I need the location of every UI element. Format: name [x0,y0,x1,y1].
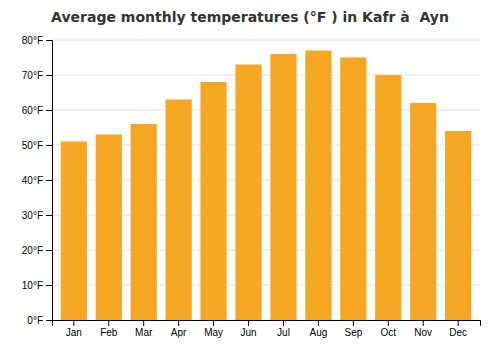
chart: Average monthly temperatures (°F ) in Ka… [0,0,500,350]
y-tick-mark [46,215,52,216]
y-tick: 50°F [22,140,52,151]
x-tick-mark [108,320,109,326]
x-tick-label: Jan [66,327,82,338]
y-tick: 70°F [22,70,52,81]
x-tick: Feb [100,320,118,338]
y-tick: 40°F [22,175,52,186]
x-tick: Oct [381,320,397,338]
x-axis-line [53,321,481,327]
x-tick: Jul [277,320,290,338]
x-tick-mark [73,320,74,326]
bar [410,103,436,320]
bar [340,58,366,321]
bar [96,135,122,321]
x-tick-label: Dec [449,327,467,338]
y-axis: 0°F 10°F 20°F 30°F 40°F 50°F 60°F 70°F 80°F [22,35,53,326]
x-tick: Sep [344,320,362,338]
y-tick: 80°F [22,35,52,46]
y-tick: 10°F [22,280,52,291]
bars [61,51,472,321]
x-tick-mark [353,320,354,326]
y-tick-mark [46,250,52,251]
y-tick-label: 0°F [27,315,43,326]
y-tick: 20°F [22,245,52,256]
x-tick-label: Apr [171,327,187,338]
x-tick: Nov [414,320,432,338]
y-tick-mark [46,75,52,76]
x-tick: May [204,320,223,338]
grid-line [52,75,480,76]
x-tick-label: Sep [344,327,362,338]
x-tick-mark [143,320,144,326]
title: Average monthly temperatures (°F ) in Ka… [51,9,449,25]
y-tick-label: 60°F [22,105,43,116]
y-tick-mark [46,145,52,146]
x-tick-label: Feb [100,327,118,338]
y-tick: 30°F [22,210,52,221]
y-tick-label: 30°F [22,210,43,221]
y-tick-mark [46,180,52,181]
y-tick-label: 50°F [22,140,43,151]
x-tick-mark [458,320,459,326]
x-axis: Jan Feb Mar Apr May Jun Jul Aug Sep Oct Nov Dec [53,320,481,338]
x-tick-label: Jun [240,327,256,338]
x-tick: Jan [66,320,82,338]
y-tick-mark [46,40,52,41]
x-tick-mark [423,320,424,326]
x-tick: Mar [135,320,153,338]
x-tick-mark [388,320,389,326]
x-tick-label: May [204,327,223,338]
x-tick: Apr [171,320,187,338]
bar [270,54,296,320]
y-tick: 0°F [27,315,52,326]
x-tick-label: Mar [135,327,153,338]
y-tick-mark [46,110,52,111]
bar [200,82,226,320]
x-tick-mark [248,320,249,326]
x-tick-label: Aug [310,327,328,338]
x-tick-label: Oct [381,327,397,338]
bar [305,51,331,321]
plot-area: 0°F 10°F 20°F 30°F 40°F 50°F 60°F 70°F 80°F Jan Fe… [22,35,481,338]
x-tick-label: Nov [414,327,432,338]
y-axis-line [46,41,53,321]
bar [235,65,261,321]
y-tick-label: 20°F [22,245,43,256]
bar [375,75,401,320]
x-tick-mark [283,320,284,326]
x-tick: Dec [449,320,467,338]
grid [52,40,480,320]
x-tick-mark [213,320,214,326]
bar [166,100,192,321]
bar [131,124,157,320]
bar [445,131,471,320]
y-tick-label: 70°F [22,70,43,81]
y-tick-label: 10°F [22,280,43,291]
y-tick-label: 80°F [22,35,43,46]
x-tick-label: Jul [277,327,290,338]
x-tick: Jun [240,320,256,338]
y-tick-label: 40°F [22,175,43,186]
grid-line [52,40,480,41]
x-tick-mark [318,320,319,326]
y-tick-mark [46,320,52,321]
y-tick-mark [46,285,52,286]
y-tick: 60°F [22,105,52,116]
x-tick: Aug [310,320,328,338]
bar [61,142,87,321]
x-tick-mark [178,320,179,326]
